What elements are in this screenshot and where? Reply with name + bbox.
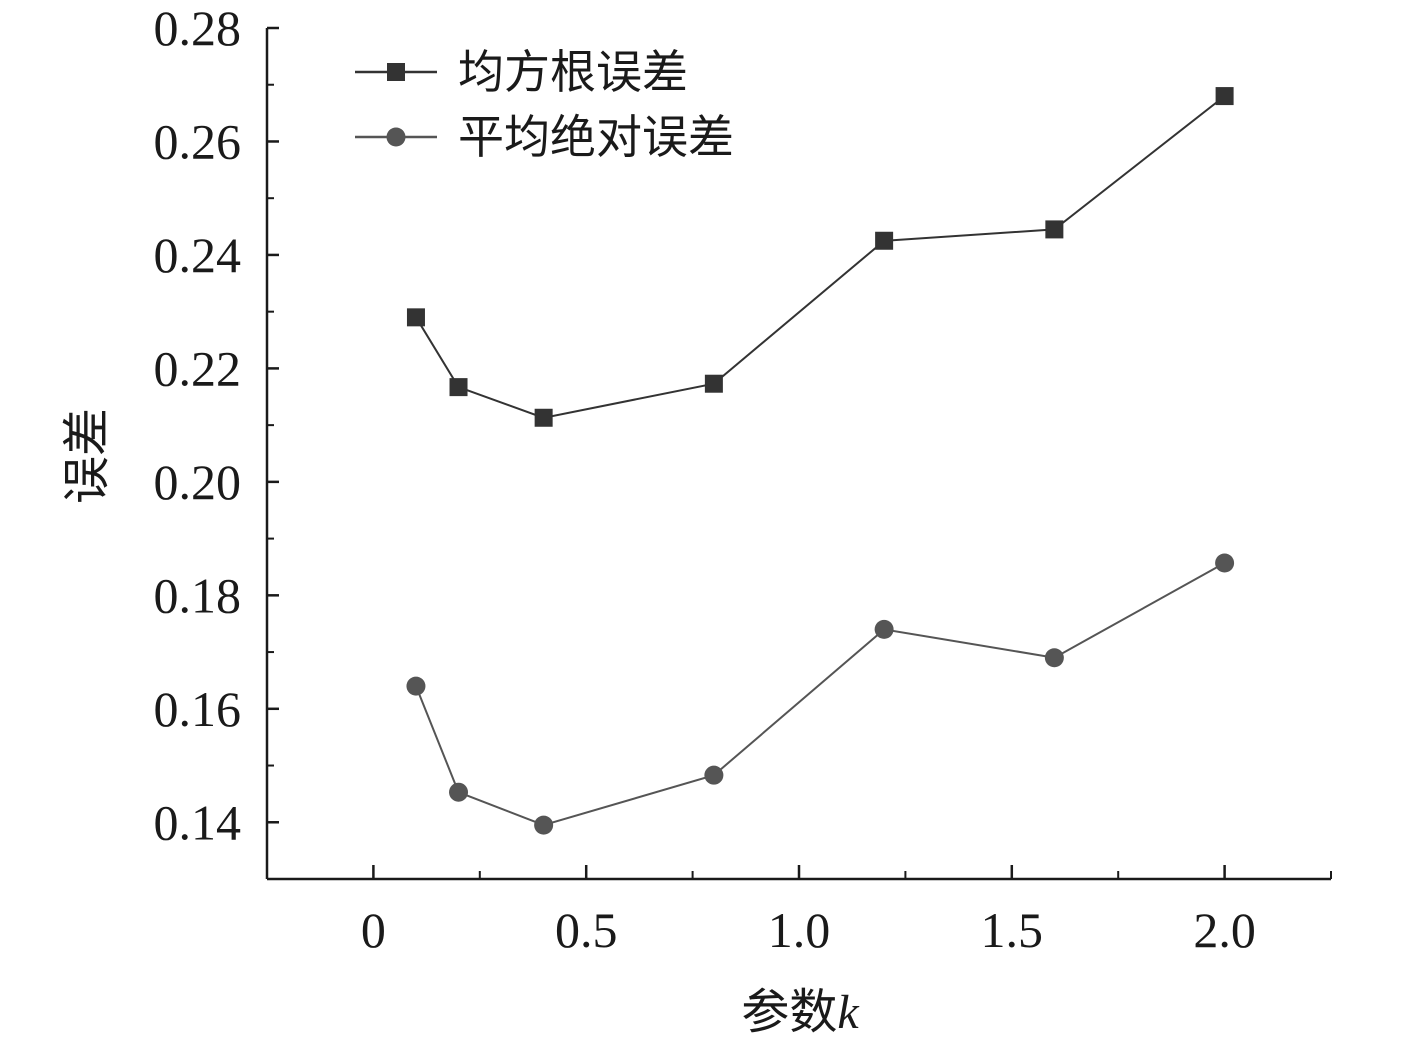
series-0 xyxy=(406,87,1234,427)
data-point-square xyxy=(1045,220,1064,239)
y-tick-label: 0.26 xyxy=(154,113,242,169)
legend-label: 均方根误差 xyxy=(458,45,688,99)
y-tick-label: 0.28 xyxy=(154,0,242,56)
data-point-square xyxy=(449,378,468,397)
series-line xyxy=(415,562,1226,827)
data-point-square xyxy=(875,231,894,250)
legend-marker-circle xyxy=(386,127,406,147)
data-point-circle xyxy=(1044,648,1064,668)
data-point-square xyxy=(1215,87,1234,106)
x-axis-title-text: 参数 xyxy=(741,984,837,1040)
data-point-circle xyxy=(534,815,554,835)
x-axis-title: 参数k xyxy=(741,984,860,1040)
x-tick-label: 1.5 xyxy=(981,902,1044,958)
x-axis-title-var: k xyxy=(837,986,860,1039)
y-tick-label: 0.22 xyxy=(154,340,242,396)
x-tick-label: 1.0 xyxy=(768,902,831,958)
series-1 xyxy=(406,553,1235,835)
y-tick-label: 0.14 xyxy=(154,794,242,850)
y-tick-label: 0.20 xyxy=(154,454,242,510)
x-tick-label: 2.0 xyxy=(1193,902,1256,958)
y-tick-label: 0.16 xyxy=(154,681,242,737)
x-tick-label: 0.5 xyxy=(555,902,618,958)
x-tick-label: 0 xyxy=(361,902,386,958)
legend-marker-square xyxy=(387,63,405,81)
data-point-circle xyxy=(406,676,426,696)
data-point-square xyxy=(704,374,723,393)
data-point-circle xyxy=(704,765,724,785)
data-point-square xyxy=(406,308,425,327)
y-axis-title: 误差 xyxy=(59,408,115,504)
series-layer xyxy=(406,87,1235,835)
y-tick-label: 0.18 xyxy=(154,567,242,623)
axes: 0.14 0.16 0.18 0.20 0.22 0.24 0.26 0.28 0 0.5 1.0 1… xyxy=(154,0,1332,958)
y-tick-label: 0.24 xyxy=(154,227,242,283)
legend-label: 平均绝对误差 xyxy=(458,110,734,164)
data-point-square xyxy=(534,408,553,427)
data-point-circle xyxy=(449,782,469,802)
data-point-circle xyxy=(1215,553,1235,573)
data-point-circle xyxy=(874,619,894,639)
